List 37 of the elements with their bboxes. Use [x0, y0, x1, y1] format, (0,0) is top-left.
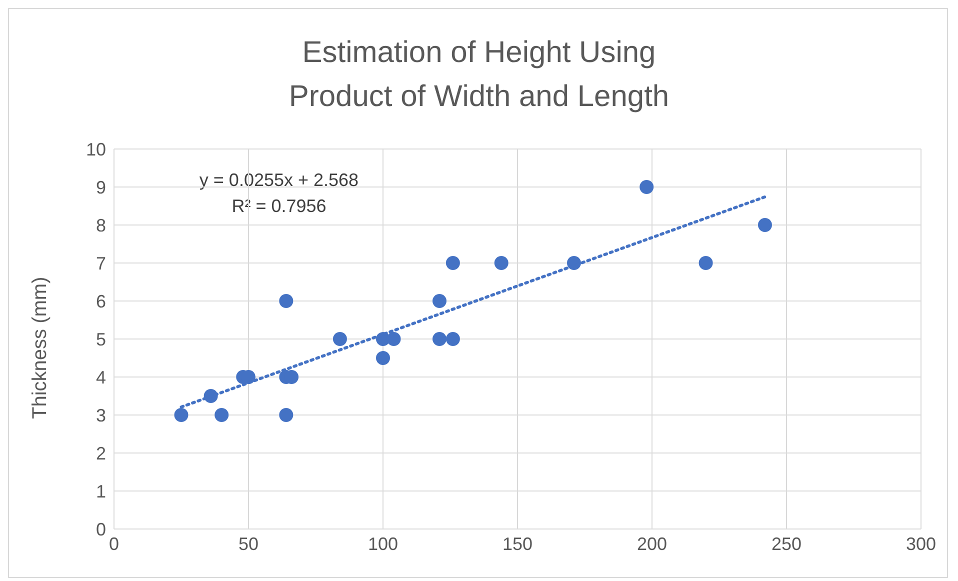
point	[446, 332, 460, 346]
point	[698, 256, 713, 270]
point	[376, 351, 390, 365]
y-tick-label: 1	[96, 481, 106, 502]
x-tick-label: 200	[636, 534, 668, 554]
x-tick-label: 50	[238, 534, 259, 554]
x-tick-label: 300	[906, 534, 936, 554]
annotation: R² = 0.7956	[230, 195, 328, 218]
x-tick-label: 250	[771, 534, 802, 554]
y-tick-label: 3	[96, 405, 106, 426]
y-tick-label: 7	[96, 253, 106, 274]
y-tick-label: 10	[86, 139, 106, 160]
x-tick-label: 100	[368, 534, 398, 554]
y-tick-label: 4	[96, 367, 106, 388]
y-tick-label: 5	[96, 329, 106, 350]
point	[279, 408, 294, 422]
y-axis-title: Thickness (mm)	[29, 276, 52, 419]
y-tick-label: 0	[96, 519, 106, 540]
point	[432, 294, 446, 308]
y-tick-label: 2	[96, 443, 106, 464]
point	[279, 294, 294, 308]
point	[214, 408, 229, 422]
point	[332, 332, 347, 346]
annotation: y = 0.0255x + 2.568	[198, 169, 360, 192]
point	[174, 408, 188, 422]
y-tick-label: 9	[96, 177, 106, 198]
point	[446, 256, 460, 270]
y-tick-label: 8	[96, 215, 106, 236]
point	[758, 218, 772, 232]
x-tick-label: 150	[502, 534, 533, 554]
chart-title: Estimation of Height Using Product of Width and Length	[288, 35, 670, 115]
point	[494, 256, 508, 270]
x-tick-label: 0	[108, 534, 120, 554]
point	[386, 332, 401, 346]
point	[640, 180, 654, 194]
point	[432, 332, 446, 346]
y-tick-label: 6	[96, 291, 106, 312]
